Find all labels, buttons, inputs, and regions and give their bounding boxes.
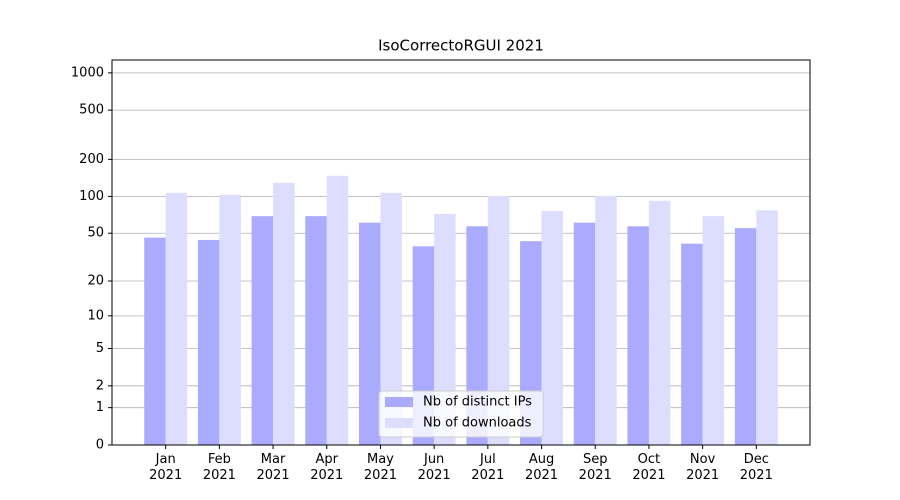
- x-tick-label: Mar 2021: [256, 452, 290, 483]
- bar: [466, 226, 488, 445]
- x-tick-label: Jun 2021: [417, 452, 451, 483]
- x-tick-label: Apr 2021: [310, 452, 344, 483]
- y-tick-label: 200: [79, 152, 104, 167]
- x-tick-label: Sep 2021: [578, 452, 612, 483]
- bar: [358, 222, 381, 445]
- legend-swatch: [385, 397, 413, 407]
- bar: [756, 210, 778, 445]
- bar: [251, 216, 274, 445]
- x-tick-label: Oct 2021: [632, 452, 666, 483]
- legend-label: Nb of distinct IPs: [423, 395, 532, 410]
- y-tick-label: 500: [79, 103, 104, 118]
- bar: [434, 213, 456, 445]
- y-tick-label: 100: [79, 189, 104, 204]
- x-tick-label: May 2021: [363, 452, 397, 483]
- legend-box: [378, 390, 544, 438]
- bar: [648, 200, 671, 445]
- y-tick-label: 2: [96, 378, 104, 393]
- plot-frame: [111, 59, 811, 446]
- bar: [487, 195, 510, 445]
- bar: [595, 195, 617, 445]
- bar: [197, 239, 220, 445]
- y-tick-label: 1000: [71, 65, 104, 80]
- bar: [165, 192, 188, 445]
- x-tick-label: Nov 2021: [686, 452, 720, 483]
- bar: [219, 194, 241, 445]
- bar: [734, 228, 757, 445]
- x-tick-label: Jan 2021: [149, 452, 183, 483]
- bar: [681, 243, 703, 445]
- y-tick-label: 50: [87, 226, 104, 241]
- bar: [702, 216, 725, 445]
- bar: [380, 192, 402, 445]
- bar: [541, 211, 564, 445]
- bar: [305, 216, 327, 445]
- x-tick-label: Feb 2021: [202, 452, 236, 483]
- legend-swatch: [385, 418, 413, 428]
- x-tick-label: Dec 2021: [739, 452, 773, 483]
- bar: [326, 175, 349, 445]
- bar: [144, 237, 166, 445]
- bar: [573, 222, 596, 445]
- y-tick-label: 10: [87, 308, 104, 323]
- y-tick-label: 0: [96, 438, 104, 453]
- x-tick-label: Aug 2021: [524, 452, 559, 483]
- y-tick-label: 20: [87, 274, 104, 289]
- y-tick-label: 1: [96, 400, 104, 415]
- bar: [273, 182, 295, 445]
- bar: [627, 226, 649, 445]
- legend: Nb of distinct IPs Nb of downloads: [378, 390, 544, 438]
- x-tick-label: Jul 2021: [471, 452, 505, 483]
- legend-label: Nb of downloads: [423, 416, 532, 431]
- y-tick-label: 5: [96, 341, 104, 356]
- chart-title: IsoCorrectoRGUI 2021: [378, 37, 544, 55]
